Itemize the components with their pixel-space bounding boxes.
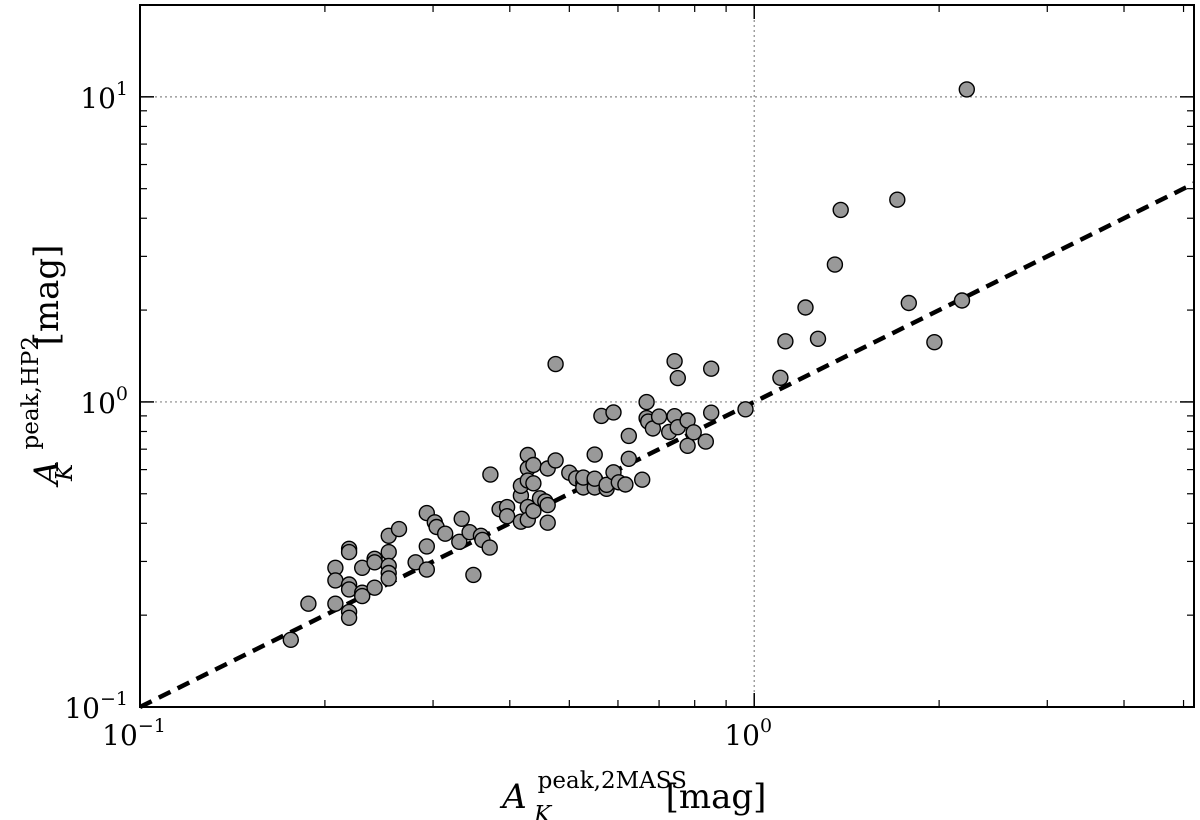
y-axis-unit: [mag] <box>27 245 67 346</box>
data-point <box>669 369 686 387</box>
data-point <box>634 471 651 488</box>
data-point <box>900 294 917 312</box>
data-point <box>451 533 468 550</box>
data-point <box>390 520 408 538</box>
data-point <box>777 333 794 350</box>
data-point <box>809 330 827 347</box>
x-axis-unit: [mag] <box>666 777 767 817</box>
y-axis-superscript: peak,HP2 <box>18 336 44 449</box>
data-point <box>605 404 622 421</box>
data-point <box>953 292 971 309</box>
data-point <box>926 334 943 351</box>
data-point <box>826 256 844 273</box>
data-point <box>666 353 683 370</box>
data-point <box>498 508 516 525</box>
data-point <box>366 554 383 571</box>
data-point <box>481 539 498 556</box>
data-point <box>465 566 482 584</box>
data-point <box>418 561 435 578</box>
y-axis-label: A peak,HP2 K [mag] <box>7 245 81 488</box>
one-to-one-line <box>138 181 1196 710</box>
data-point <box>327 572 344 589</box>
data-point <box>366 579 383 596</box>
data-point <box>354 587 371 605</box>
data-point <box>547 355 564 373</box>
data-point <box>380 570 397 587</box>
data-point <box>958 81 975 98</box>
reference-line-layer <box>138 181 1196 710</box>
data-point <box>437 525 454 542</box>
data-point <box>539 496 556 514</box>
data-point <box>282 631 299 648</box>
x-axis-symbol: A <box>499 777 527 817</box>
y-axis-subscript: K <box>52 462 78 482</box>
y-tick-label: 10−1 <box>64 688 128 725</box>
data-point <box>340 543 358 561</box>
data-points <box>282 81 975 648</box>
x-tick-label: 10−1 <box>102 715 166 752</box>
y-axis-symbol: A <box>27 460 67 488</box>
data-point <box>453 510 470 527</box>
data-point <box>617 476 634 493</box>
data-point <box>380 543 397 561</box>
data-point <box>482 466 499 483</box>
data-point <box>703 360 720 377</box>
plot-frame <box>139 4 1195 708</box>
data-point <box>525 456 542 474</box>
axis-ticks: 10−1 100 10−1 100 101 <box>64 4 1194 752</box>
data-point <box>889 191 906 208</box>
data-point <box>300 595 317 612</box>
data-point <box>525 475 542 492</box>
data-point <box>525 502 542 520</box>
data-point <box>703 404 720 421</box>
data-point <box>685 424 702 441</box>
y-tick-label: 100 <box>80 383 128 420</box>
grid-lines <box>140 5 1194 707</box>
x-axis-subscript: K <box>533 802 553 820</box>
y-tick-label: 101 <box>80 78 128 115</box>
data-point <box>327 595 344 612</box>
data-point <box>620 450 637 467</box>
data-point <box>650 408 668 425</box>
data-point <box>586 446 603 463</box>
data-point <box>679 437 696 454</box>
x-axis-label: A peak,2MASS K [mag] <box>499 757 766 820</box>
data-point <box>832 201 849 219</box>
data-point <box>697 433 714 450</box>
data-point <box>737 401 754 418</box>
data-point <box>638 393 655 411</box>
x-tick-label: 100 <box>724 715 772 752</box>
data-point <box>340 609 358 626</box>
data-point <box>539 514 556 531</box>
data-point <box>620 427 637 445</box>
data-point <box>547 452 564 469</box>
x-axis-superscript: peak,2MASS <box>538 768 687 794</box>
data-point <box>797 299 814 316</box>
data-point <box>772 369 789 386</box>
data-point <box>418 538 435 555</box>
